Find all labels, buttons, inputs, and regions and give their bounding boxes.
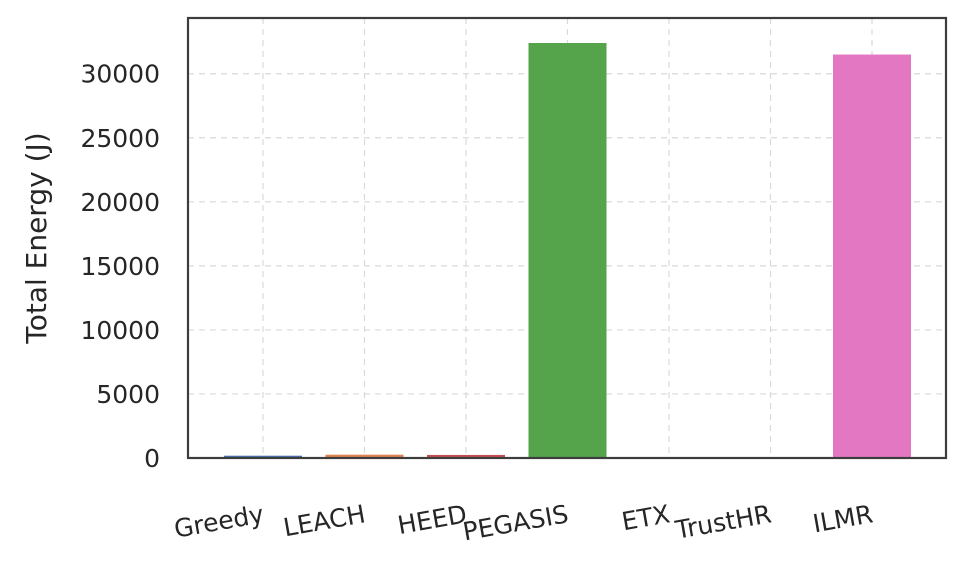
bar-pegasis <box>528 43 607 458</box>
bars <box>224 43 911 459</box>
x-tick-label: PEGASIS <box>461 499 571 546</box>
y-tick-label: 0 <box>144 444 160 473</box>
x-tick-label: ETX <box>620 499 673 536</box>
y-tick-label: 10000 <box>80 316 160 345</box>
y-tick-label: 25000 <box>80 124 160 153</box>
y-tick-label: 15000 <box>80 252 160 281</box>
bar-heed <box>427 454 505 458</box>
bar-ilmr <box>833 54 911 459</box>
plot-frame <box>186 16 948 460</box>
bar-leach <box>325 454 404 458</box>
y-axis-label: Total Energy (J) <box>20 132 53 344</box>
x-tick-label: HEED <box>395 499 469 540</box>
y-tick-label: 20000 <box>80 188 160 217</box>
x-tick-label: ILMR <box>811 499 875 538</box>
x-tick-label: TrustHR <box>672 499 773 545</box>
y-tick-label: 30000 <box>80 60 160 89</box>
x-tick-label: Greedy <box>172 499 266 543</box>
bar-greedy <box>224 455 302 458</box>
y-tick-labels: 0 5000 10000 15000 20000 25000 30000 <box>80 60 160 473</box>
y-tick-label: 5000 <box>96 380 160 409</box>
x-tick-label: LEACH <box>281 499 367 542</box>
